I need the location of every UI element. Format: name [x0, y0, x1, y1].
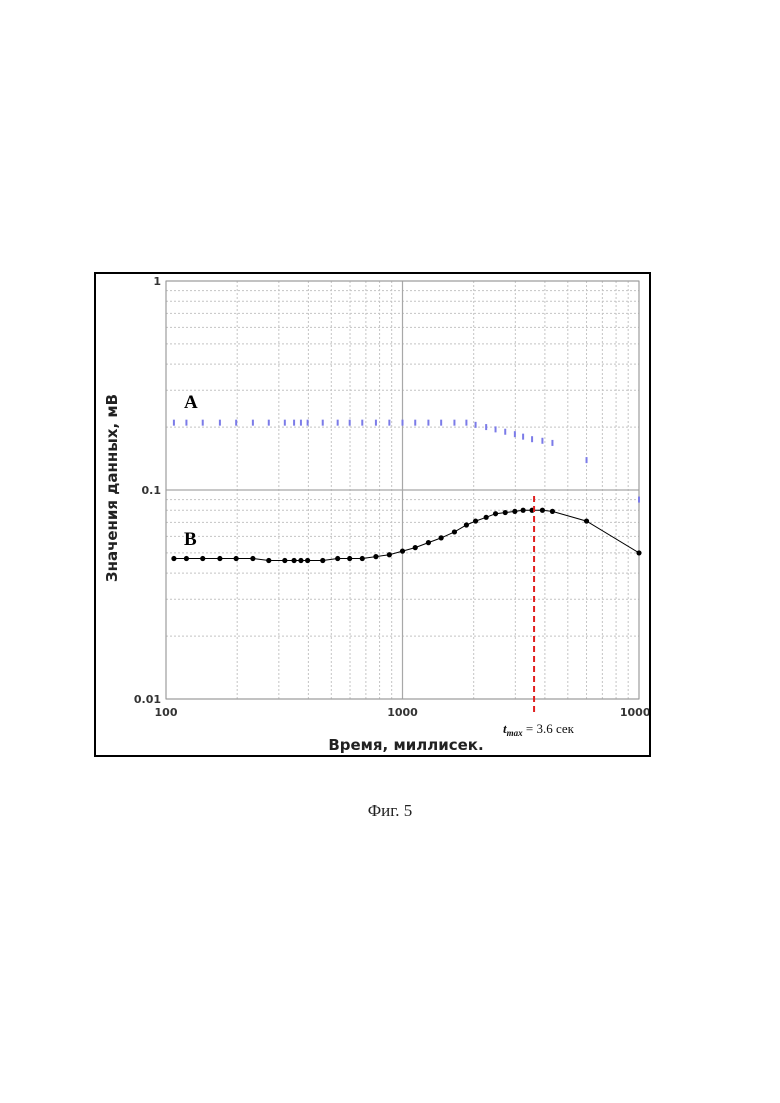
series-a-point — [284, 420, 286, 426]
series-b-point — [387, 552, 392, 557]
tmax-annotation: tmax = 3.6 сек — [503, 721, 575, 738]
series-b-point — [298, 558, 303, 563]
series-b-point — [266, 558, 271, 563]
series-b-point — [234, 556, 239, 561]
series-b-point — [439, 535, 444, 540]
series-a-point — [402, 420, 404, 426]
x-tick-label: 10000 — [620, 706, 649, 719]
series-a-point — [485, 424, 487, 430]
series-b-point — [484, 515, 489, 520]
series-label-a: A — [184, 392, 198, 413]
series-a-point — [414, 420, 416, 426]
series-a-point — [219, 420, 221, 426]
series-b-point — [503, 510, 508, 515]
series-a-point — [388, 420, 390, 426]
series-a-point — [453, 420, 455, 426]
series-b-point — [347, 556, 352, 561]
series-a-point — [427, 420, 429, 426]
series-a-point — [185, 420, 187, 426]
series-b-point — [521, 508, 526, 513]
series-b-point — [400, 549, 405, 554]
series-a-point — [514, 431, 516, 437]
series-a-point — [252, 420, 254, 426]
series-b-point — [452, 529, 457, 534]
series-b-point — [282, 558, 287, 563]
series-a-point — [504, 429, 506, 435]
series-label-b: B — [184, 529, 197, 550]
series-a-point — [337, 420, 339, 426]
y-tick-label: 0.1 — [142, 484, 162, 497]
x-axis-label: Время, миллисек. — [328, 736, 483, 754]
series-b-point — [200, 556, 205, 561]
series-a-point — [349, 420, 351, 426]
series-a-point — [293, 420, 295, 426]
tmax-value: = 3.6 сек — [523, 721, 575, 736]
series-b-point — [250, 556, 255, 561]
series-b-point — [291, 558, 296, 563]
series-b-point — [540, 508, 545, 513]
series-a-point — [465, 420, 467, 426]
figure-caption: Фиг. 5 — [0, 801, 780, 821]
series-a-point — [551, 440, 553, 446]
series-b-point — [584, 518, 589, 523]
chart-figure: 100 1000 10000 1 0.1 0.01 Значения данных, мВ… — [94, 272, 651, 757]
series-a-point — [586, 457, 588, 463]
series-a-point — [440, 420, 442, 426]
series-b-point — [305, 558, 310, 563]
series-a-point — [173, 420, 175, 426]
series-b-point — [512, 509, 517, 514]
series-a-point — [475, 422, 477, 428]
series-a-point — [268, 420, 270, 426]
series-b-point — [636, 550, 641, 555]
series-a-point — [322, 420, 324, 426]
series-a-point — [202, 420, 204, 426]
series-b-point — [320, 558, 325, 563]
y-axis-label: Значения данных, мВ — [103, 394, 121, 582]
series-b-point — [473, 518, 478, 523]
series-b-point — [217, 556, 222, 561]
series-a-point — [307, 420, 309, 426]
series-b-point — [464, 522, 469, 527]
series-a-point — [361, 420, 363, 426]
series-a-point — [531, 436, 533, 442]
series-a-point — [541, 438, 543, 444]
series-a-point — [375, 420, 377, 426]
series-b-point — [550, 509, 555, 514]
series-b-point — [335, 556, 340, 561]
series-b-point — [426, 540, 431, 545]
series-a-point — [235, 420, 237, 426]
x-tick-label: 100 — [155, 706, 178, 719]
series-b-point — [360, 556, 365, 561]
series-b-point — [413, 545, 418, 550]
chart-svg: 100 1000 10000 1 0.1 0.01 Значения данных, мВ… — [96, 274, 649, 755]
x-tick-label: 1000 — [387, 706, 418, 719]
series-a-point — [300, 420, 302, 426]
series-a-point — [495, 426, 497, 432]
series-a-point — [522, 434, 524, 440]
y-tick-label: 1 — [153, 275, 161, 288]
tmax-subscript: max — [507, 728, 524, 738]
series-b-point — [373, 554, 378, 559]
series-b-point — [184, 556, 189, 561]
series-b-point — [493, 511, 498, 516]
y-tick-label: 0.01 — [134, 693, 161, 706]
series-b-point — [171, 556, 176, 561]
series-a-point — [638, 497, 640, 503]
